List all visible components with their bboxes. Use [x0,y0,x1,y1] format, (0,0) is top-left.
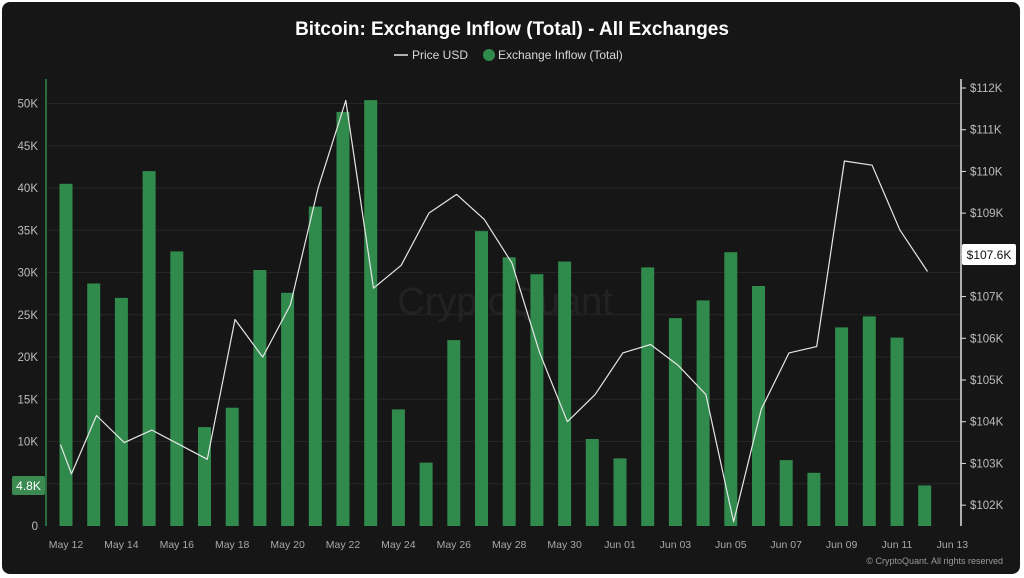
y-right-tick-label: $105K [970,375,1004,387]
axes [45,79,962,526]
inflow-bar [225,407,239,526]
inflow-bar [613,458,627,526]
y-right-tick-label: $102K [970,500,1004,512]
inflow-bar [198,427,211,526]
x-tick-label: May 28 [492,539,527,551]
x-axis-ticks: May 12 May 14 May 16 May 18 May 20 May 22 May … [49,539,969,551]
inflow-bar [87,283,101,526]
inflow-bar [364,100,378,526]
inflow-bar [391,409,405,526]
x-tick-label: Jun 01 [604,539,636,551]
x-tick-label: May 18 [215,539,250,551]
x-tick-label: May 16 [160,539,195,551]
y-left-tick-label: 40K [18,183,39,195]
legend-inflow-dot-marker [483,49,495,61]
chart-title: Bitcoin: Exchange Inflow (Total) - All E… [295,19,729,40]
x-tick-label: Jun 05 [715,539,747,551]
inflow-bar [918,485,932,526]
y-right-tick-label: $112K [970,83,1003,95]
y-left-tick-label: 15K [18,394,39,406]
y-left-tick-label: 10K [18,437,39,449]
inflow-bars [59,100,932,527]
inflow-current-value-badge: 4.8K [12,476,45,495]
y-left-tick-label: 45K [18,141,39,153]
inflow-bar [114,297,128,526]
x-tick-label: May 20 [270,539,305,551]
inflow-bar [585,439,599,526]
inflow-bar [752,286,765,526]
x-tick-label: Jun 09 [826,539,858,551]
x-tick-label: May 14 [104,539,139,551]
inflow-bar [779,460,793,526]
legend-price-label: Price USD [412,48,468,62]
inflow-bar [308,206,322,526]
inflow-bar [142,171,156,526]
inflow-bar [807,472,821,526]
copyright-credit: © CryptoQuant. All rights reserved [866,556,1003,566]
x-tick-label: May 26 [437,539,472,551]
inflow-bar [890,337,904,526]
legend-inflow-label: Exchange Inflow (Total) [498,48,623,62]
x-tick-label: May 12 [49,539,84,551]
x-tick-label: May 22 [326,539,361,551]
inflow-bar [724,252,738,526]
y-left-tick-label: 25K [18,310,39,322]
y-right-tick-label: $107K [970,292,1004,304]
x-tick-label: Jun 03 [660,539,692,551]
x-tick-label: May 24 [381,539,416,551]
inflow-bar [253,270,267,526]
y-right-tick-label: $103K [970,458,1004,470]
inflow-bar [419,462,433,526]
price-current-value: $107.6K [967,248,1012,262]
y-right-tick-label: $106K [970,333,1004,345]
inflow-bar [862,316,876,526]
y-right-tick-label: $110K [970,166,1003,178]
price-current-value-badge: $107.6K [962,244,1016,265]
x-tick-label: May 30 [547,539,582,551]
inflow-bar [281,292,295,526]
y-right-tick-label: $111K [970,125,1002,137]
inflow-bar [530,274,544,526]
inflow-bar [336,111,350,527]
y-left-tick-label: 20K [18,352,39,364]
y-axis-right-ticks: $102K$103K$104K$105K$106K$107K$108K$109K… [961,83,1004,512]
inflow-bar [558,261,572,526]
inflow-bar [641,267,655,526]
inflow-current-value: 4.8K [16,479,41,493]
price-line-series [59,99,928,523]
price-line [59,99,928,523]
y-left-tick-label: 35K [18,225,39,237]
legend[interactable]: Price USD Exchange Inflow (Total) [394,48,623,62]
y-left-tick-label: 50K [18,99,39,111]
inflow-bar [835,327,849,526]
inflow-bar [668,318,682,526]
inflow-bar [447,340,461,526]
y-axis-left-ticks: 05K10K15K20K25K30K35K40K45K50K [18,99,39,534]
y-left-tick-label: 0 [32,521,38,533]
inflow-bar [502,257,516,526]
x-tick-label: Jun 11 [882,539,913,551]
inflow-bar [475,231,488,526]
y-right-tick-label: $109K [970,208,1004,220]
inflow-bar [170,251,184,526]
inflow-bar [696,300,710,526]
inflow-bar [59,183,73,527]
x-tick-label: Jun 07 [770,539,802,551]
x-tick-label: Jun 13 [937,539,969,551]
y-right-tick-label: $104K [970,417,1004,429]
y-left-tick-label: 30K [18,268,39,280]
